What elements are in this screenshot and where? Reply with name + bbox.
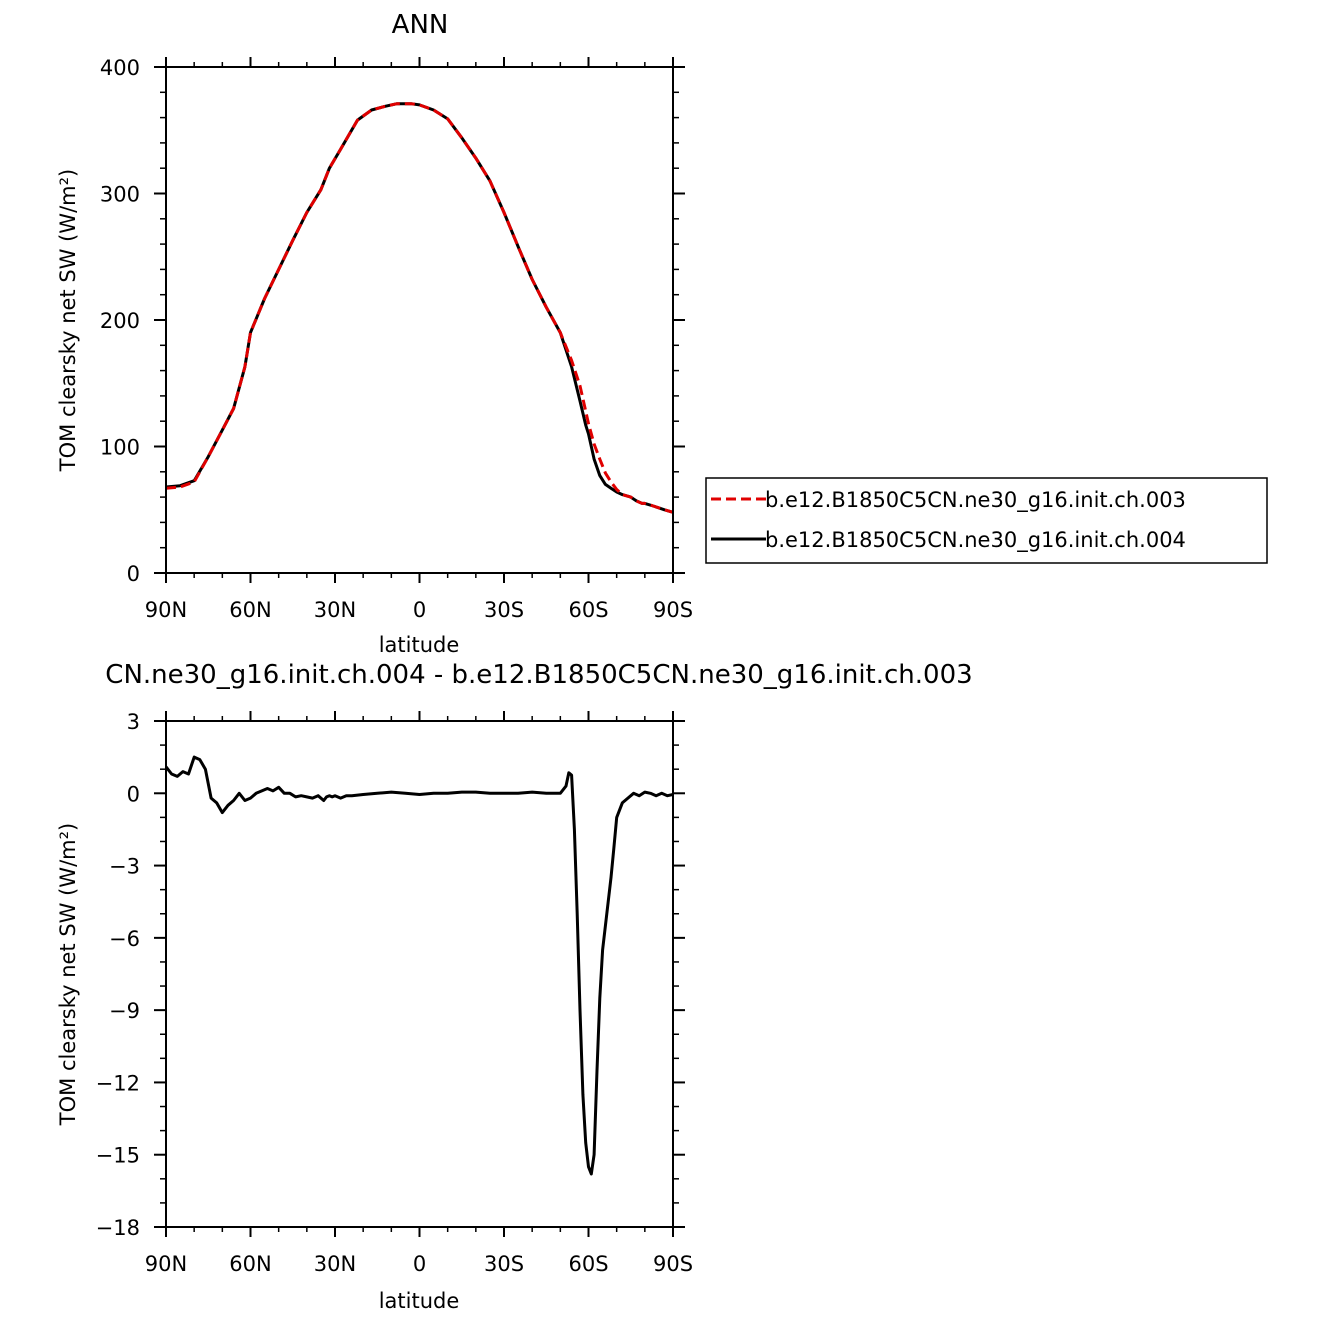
y-tick-label: 300 (100, 183, 140, 207)
y-tick-label: 200 (100, 309, 140, 333)
y-tick-label: −6 (109, 927, 140, 951)
y-tick-label: 100 (100, 436, 140, 460)
top-x-axis-title: latitude (379, 633, 460, 657)
y-tick-label: 0 (127, 782, 140, 806)
bottom-chart-title: CN.ne30_g16.init.ch.004 - b.e12.B1850C5C… (105, 660, 972, 690)
x-tick-label: 60N (229, 1252, 271, 1276)
legend-label-series-1: b.e12.B1850C5CN.ne30_g16.init.ch.003 (765, 488, 1186, 513)
bottom-plot-frame (165, 720, 674, 1228)
legend-box (705, 477, 1268, 564)
bottom-y-axis-title: TOM clearsky net SW (W/m²) (56, 823, 80, 1126)
y-tick-label: 400 (100, 56, 140, 80)
bottom-x-axis-title: latitude (379, 1289, 460, 1313)
top-chart-title: ANN (392, 10, 449, 40)
top-panel: ANN latitude TOM clearsky net SW (W/m²) … (56, 10, 1268, 657)
x-tick-label: 30N (314, 1252, 356, 1276)
y-tick-label: −15 (96, 1144, 140, 1168)
x-tick-label: 30S (484, 1252, 524, 1276)
x-tick-label: 60N (229, 598, 271, 622)
y-tick-label: −12 (96, 1071, 140, 1095)
x-tick-label: 60S (568, 598, 608, 622)
x-tick-label: 90N (145, 598, 187, 622)
x-tick-label: 90N (145, 1252, 187, 1276)
bottom-panel: CN.ne30_g16.init.ch.004 - b.e12.B1850C5C… (56, 660, 973, 1313)
y-tick-label: −9 (109, 999, 140, 1023)
x-tick-label: 0 (413, 598, 426, 622)
x-tick-label: 90S (653, 1252, 693, 1276)
top-plot-frame (165, 66, 674, 574)
x-tick-label: 90S (653, 598, 693, 622)
legend: b.e12.B1850C5CN.ne30_g16.init.ch.003 b.e… (705, 477, 1268, 564)
y-tick-label: 3 (127, 710, 140, 734)
x-tick-label: 60S (568, 1252, 608, 1276)
x-tick-label: 30S (484, 598, 524, 622)
series-line-1 (165, 102, 674, 514)
series-line-1 (164, 755, 674, 1176)
y-tick-label: −3 (109, 855, 140, 879)
top-y-axis-title: TOM clearsky net SW (W/m²) (56, 169, 80, 472)
x-tick-label: 0 (413, 1252, 426, 1276)
y-tick-label: 0 (127, 562, 140, 586)
legend-label-series-2: b.e12.B1850C5CN.ne30_g16.init.ch.004 (765, 528, 1186, 553)
x-tick-label: 30N (314, 598, 356, 622)
y-tick-label: −18 (96, 1216, 140, 1240)
